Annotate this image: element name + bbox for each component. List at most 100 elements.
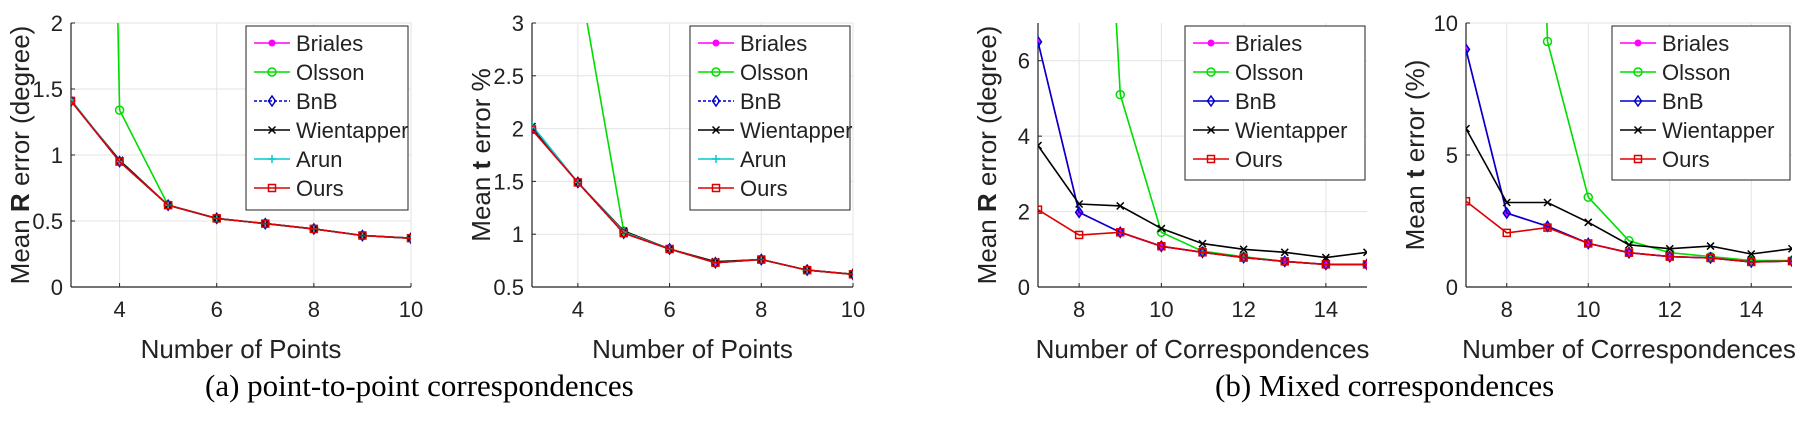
y-axis-label-part: Mean: [5, 212, 35, 284]
y-tick-label: 2: [512, 117, 524, 142]
data-point-wientapper: [1543, 198, 1552, 207]
y-axis-label-part: Mean: [972, 212, 1002, 284]
y-tick-label: 1.5: [493, 169, 524, 194]
data-point-ours: [406, 233, 411, 243]
series-group: [532, 23, 853, 281]
legend-label: Olsson: [740, 60, 808, 85]
legend-label: Briales: [1235, 31, 1302, 56]
data-point-wientapper: [1157, 224, 1166, 233]
data-point-ours: [848, 270, 853, 279]
legend-marker-briales: [1207, 39, 1215, 47]
y-tick-label: 3: [512, 11, 524, 36]
y-axis-label-part: Mean: [1400, 178, 1430, 250]
data-point-ours: [1584, 239, 1593, 248]
data-point-wientapper: [1362, 248, 1367, 257]
series-group: [1466, 23, 1792, 269]
data-point-bnb: [1038, 35, 1043, 49]
data-point-bnb: [1321, 258, 1331, 271]
data-point-ours: [665, 244, 674, 254]
legend-label: BnB: [740, 89, 782, 114]
data-point-ours: [1502, 228, 1511, 238]
legend-label: Wientapper: [296, 118, 409, 143]
legend-label: BnB: [296, 89, 338, 114]
series-group: [71, 23, 411, 245]
x-axis-label: Number of Points: [141, 334, 342, 364]
data-point-ours: [1321, 260, 1331, 269]
legend-marker-ours: [711, 183, 721, 193]
x-tick-label: 8: [1501, 297, 1513, 322]
y-tick-label: 1: [512, 222, 524, 247]
legend: Briales Olsson BnB Wientapper Ours: [1611, 25, 1791, 181]
data-point-ours: [1198, 248, 1207, 257]
data-point-bnb: [1198, 245, 1207, 259]
legend-marker-briales: [712, 39, 720, 47]
x-tick-label: 8: [308, 297, 320, 322]
y-axis-label-part: t: [1400, 169, 1430, 178]
legend-marker-ours: [1206, 154, 1216, 164]
y-tick-label: 4: [1018, 124, 1030, 149]
data-point-wientapper: [1747, 249, 1756, 259]
data-point-wientapper: [1624, 240, 1634, 249]
data-point-bnb: [1787, 254, 1792, 268]
y-tick-label: 10: [1434, 11, 1458, 36]
legend-marker-briales: [1634, 39, 1642, 47]
data-point-wientapper: [1466, 124, 1471, 133]
data-point-ours: [532, 125, 537, 134]
x-tick-label: 4: [572, 297, 584, 322]
y-tick-label: 6: [1018, 49, 1030, 74]
caption-a: (a) point-to-point correspondences: [205, 368, 634, 403]
x-tick-label: 10: [1149, 297, 1173, 322]
x-tick-label: 6: [663, 297, 675, 322]
series-line-ours: [1038, 209, 1367, 266]
legend-label: Olsson: [296, 60, 364, 85]
y-axis-label: Mean R error (degree): [5, 26, 35, 285]
legend-label: Briales: [740, 31, 807, 56]
legend-marker-wientapper: [711, 125, 721, 135]
data-point-ours: [163, 200, 173, 210]
legend-label: Briales: [1662, 31, 1729, 56]
legend-marker-olsson: [267, 67, 277, 77]
data-point-wientapper: [1502, 198, 1511, 207]
data-point-ours: [261, 219, 270, 228]
series-group: [1038, 23, 1367, 271]
data-point-bnb: [1502, 206, 1512, 220]
series-line-ours: [1466, 200, 1792, 263]
data-point-ours: [115, 157, 124, 166]
x-tick-label: 6: [211, 297, 223, 322]
legend-marker-bnb: [1633, 94, 1643, 108]
data-point-bnb: [1746, 255, 1756, 269]
legend-label: Wientapper: [1235, 118, 1348, 143]
data-point-ours: [1706, 253, 1715, 263]
data-point-bnb: [1466, 43, 1471, 56]
data-point-ours: [573, 178, 583, 187]
data-point-ours: [1787, 256, 1792, 266]
data-point-ours: [711, 258, 720, 267]
legend-label: Olsson: [1662, 60, 1730, 85]
data-point-ours: [1074, 230, 1084, 240]
data-point-ours: [1543, 223, 1552, 232]
y-tick-label: 0.5: [493, 275, 524, 300]
y-axis-label: Mean t error %: [466, 68, 496, 241]
y-tick-label: 1.5: [32, 77, 63, 102]
data-point-ours: [757, 255, 766, 264]
data-point-ours: [1624, 248, 1634, 257]
legend: Briales Olsson BnB Wientapper Arun Ours: [689, 25, 853, 211]
legend-marker-bnb: [1206, 94, 1216, 108]
series-line-ours: [532, 129, 853, 276]
legend-marker-ours: [267, 183, 277, 193]
series-line-ours: [71, 100, 411, 239]
x-tick-label: 8: [1073, 297, 1085, 322]
x-tick-label: 10: [1576, 297, 1600, 322]
legend-label: Wientapper: [740, 118, 853, 143]
legend-marker-olsson: [1633, 67, 1643, 77]
y-axis-label-part: R: [972, 193, 1002, 212]
data-point-olsson: [1583, 192, 1593, 202]
legend-marker-bnb: [711, 94, 721, 108]
x-tick-label: 8: [755, 297, 767, 322]
data-point-ours: [1280, 257, 1289, 266]
legend-marker-bnb: [267, 94, 277, 108]
legend: Briales Olsson BnB Wientapper Ours: [1184, 25, 1366, 181]
y-tick-label: 1: [51, 143, 63, 168]
data-point-ours: [619, 228, 628, 238]
